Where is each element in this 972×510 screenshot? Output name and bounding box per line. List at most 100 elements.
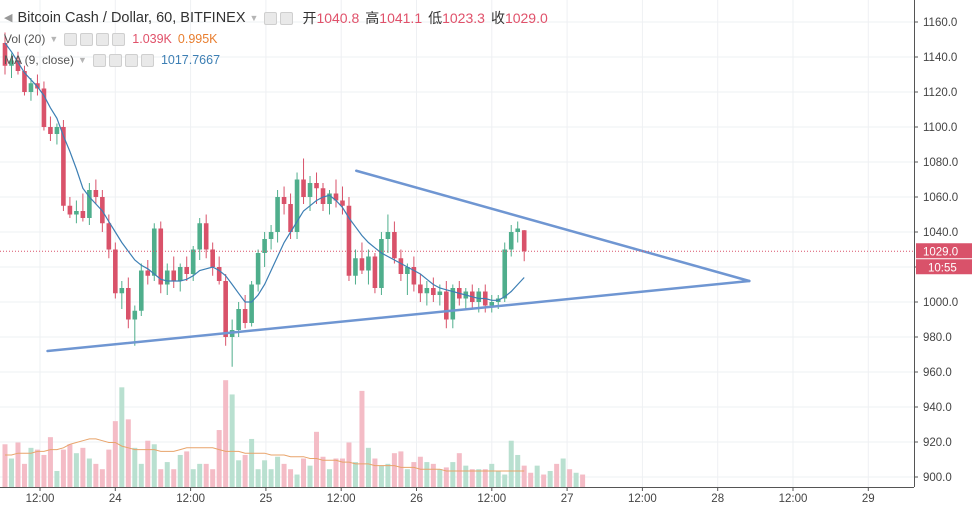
- candle: [327, 190, 332, 215]
- ma-eye-icon[interactable]: [92, 54, 106, 67]
- volume-bar: [190, 469, 196, 487]
- low-label: 低: [428, 10, 443, 26]
- candle-body: [48, 127, 53, 134]
- candle: [418, 274, 423, 302]
- candle-body: [268, 232, 274, 239]
- countdown-badge: [916, 259, 972, 275]
- candle: [132, 305, 138, 346]
- candle: [61, 120, 66, 211]
- volume-eye-icon[interactable]: [64, 33, 78, 46]
- volume-bar: [547, 470, 553, 487]
- candle: [22, 65, 27, 96]
- volume-settings-icon[interactable]: [80, 33, 94, 46]
- price-tick-label: 1100.0: [923, 122, 957, 134]
- volume-bar: [482, 469, 488, 487]
- candle: [502, 242, 508, 302]
- symbol-title[interactable]: Bitcoin Cash / Dollar, 60, BITFINEX: [17, 10, 246, 26]
- candle: [48, 116, 53, 141]
- candle-body: [255, 253, 261, 285]
- price-tick-label: 1160.0: [923, 17, 957, 29]
- volume-bar: [158, 469, 164, 487]
- volume-bar: [86, 458, 92, 487]
- volume-bar: [2, 444, 8, 487]
- volume-bar: [99, 469, 105, 487]
- volume-bar: [528, 472, 534, 487]
- candle: [67, 197, 73, 218]
- collapse-icon[interactable]: ◀: [4, 12, 13, 24]
- candle: [249, 281, 254, 327]
- volume-bar: [119, 387, 125, 487]
- candle-body: [489, 302, 495, 306]
- volume-bar: [8, 458, 14, 487]
- volume-close-icon[interactable]: [112, 33, 126, 46]
- candle: [392, 221, 397, 264]
- price-tick-label: 1060.0: [923, 192, 958, 204]
- volume-bar: [476, 469, 482, 487]
- ma-indicator-label[interactable]: MA (9, close): [4, 53, 75, 67]
- volume-dropdown-icon[interactable]: ▼: [49, 34, 59, 44]
- candle: [398, 249, 404, 281]
- ma-close-icon[interactable]: [140, 54, 154, 67]
- price-tick-label: 960.0: [923, 367, 952, 379]
- ma-dropdown-icon[interactable]: ▼: [78, 55, 87, 65]
- volume-bar: [495, 470, 501, 487]
- candle-body: [476, 291, 482, 302]
- volume-bar: [346, 442, 352, 487]
- price-tick-label: 940.0: [923, 402, 952, 414]
- ma-more-icon[interactable]: [124, 54, 138, 67]
- volume-bar: [80, 447, 86, 487]
- candle: [463, 288, 469, 309]
- candle: [9, 53, 14, 78]
- volume-bar: [314, 431, 320, 487]
- candle-body: [437, 291, 443, 295]
- countdown-label: 10:55: [928, 262, 957, 274]
- candle-body: [61, 127, 66, 206]
- price-tick-label: 920.0: [923, 437, 952, 449]
- gridlines: [0, 0, 914, 487]
- candle-body: [190, 249, 196, 274]
- volume-bar: [197, 463, 203, 487]
- volume-bar: [327, 469, 332, 487]
- volume-bar: [164, 462, 170, 487]
- candle-body: [87, 190, 92, 218]
- volume-bar: [288, 469, 294, 487]
- ma-settings-icon[interactable]: [108, 54, 122, 67]
- volume-bars: [2, 380, 586, 487]
- volume-bar: [249, 438, 255, 487]
- volume-bar: [268, 469, 274, 487]
- candle: [275, 190, 280, 243]
- candle-body: [216, 267, 222, 281]
- settings-icon[interactable]: [264, 12, 278, 25]
- candle-body: [22, 71, 27, 92]
- candle: [515, 221, 521, 243]
- time-tick-label: 27: [561, 493, 574, 505]
- volume-bar: [443, 467, 449, 487]
- candle-body: [93, 190, 99, 197]
- candle: [229, 319, 235, 367]
- candle-body: [2, 43, 8, 66]
- candle-body: [320, 188, 326, 204]
- volume-more-icon[interactable]: [96, 33, 110, 46]
- candle-body: [508, 232, 514, 250]
- volume-bar: [339, 458, 345, 487]
- candle: [444, 281, 449, 329]
- close-label: 收: [490, 10, 505, 26]
- time-axis: 12:00 24 12:00 25 12:00 26 12:00 27 12:00 28 12:00…: [26, 487, 875, 505]
- symbol-dropdown-icon[interactable]: ▼: [249, 13, 259, 23]
- volume-ma-value: 0.995K: [177, 32, 218, 46]
- volume-bar: [307, 465, 313, 487]
- volume-bar: [489, 463, 495, 487]
- price-tick-label: 900.0: [923, 472, 952, 484]
- candle-body: [398, 258, 404, 274]
- eye-icon[interactable]: [280, 12, 294, 25]
- candle-body: [171, 270, 177, 281]
- candle-body: [197, 223, 202, 250]
- candle: [87, 183, 92, 225]
- volume-bar: [132, 447, 138, 487]
- volume-indicator-label[interactable]: Vol (20): [4, 32, 46, 46]
- time-tick-label: 24: [109, 493, 122, 505]
- time-tick-label: 12:00: [26, 493, 55, 505]
- time-tick-label: 26: [410, 493, 423, 505]
